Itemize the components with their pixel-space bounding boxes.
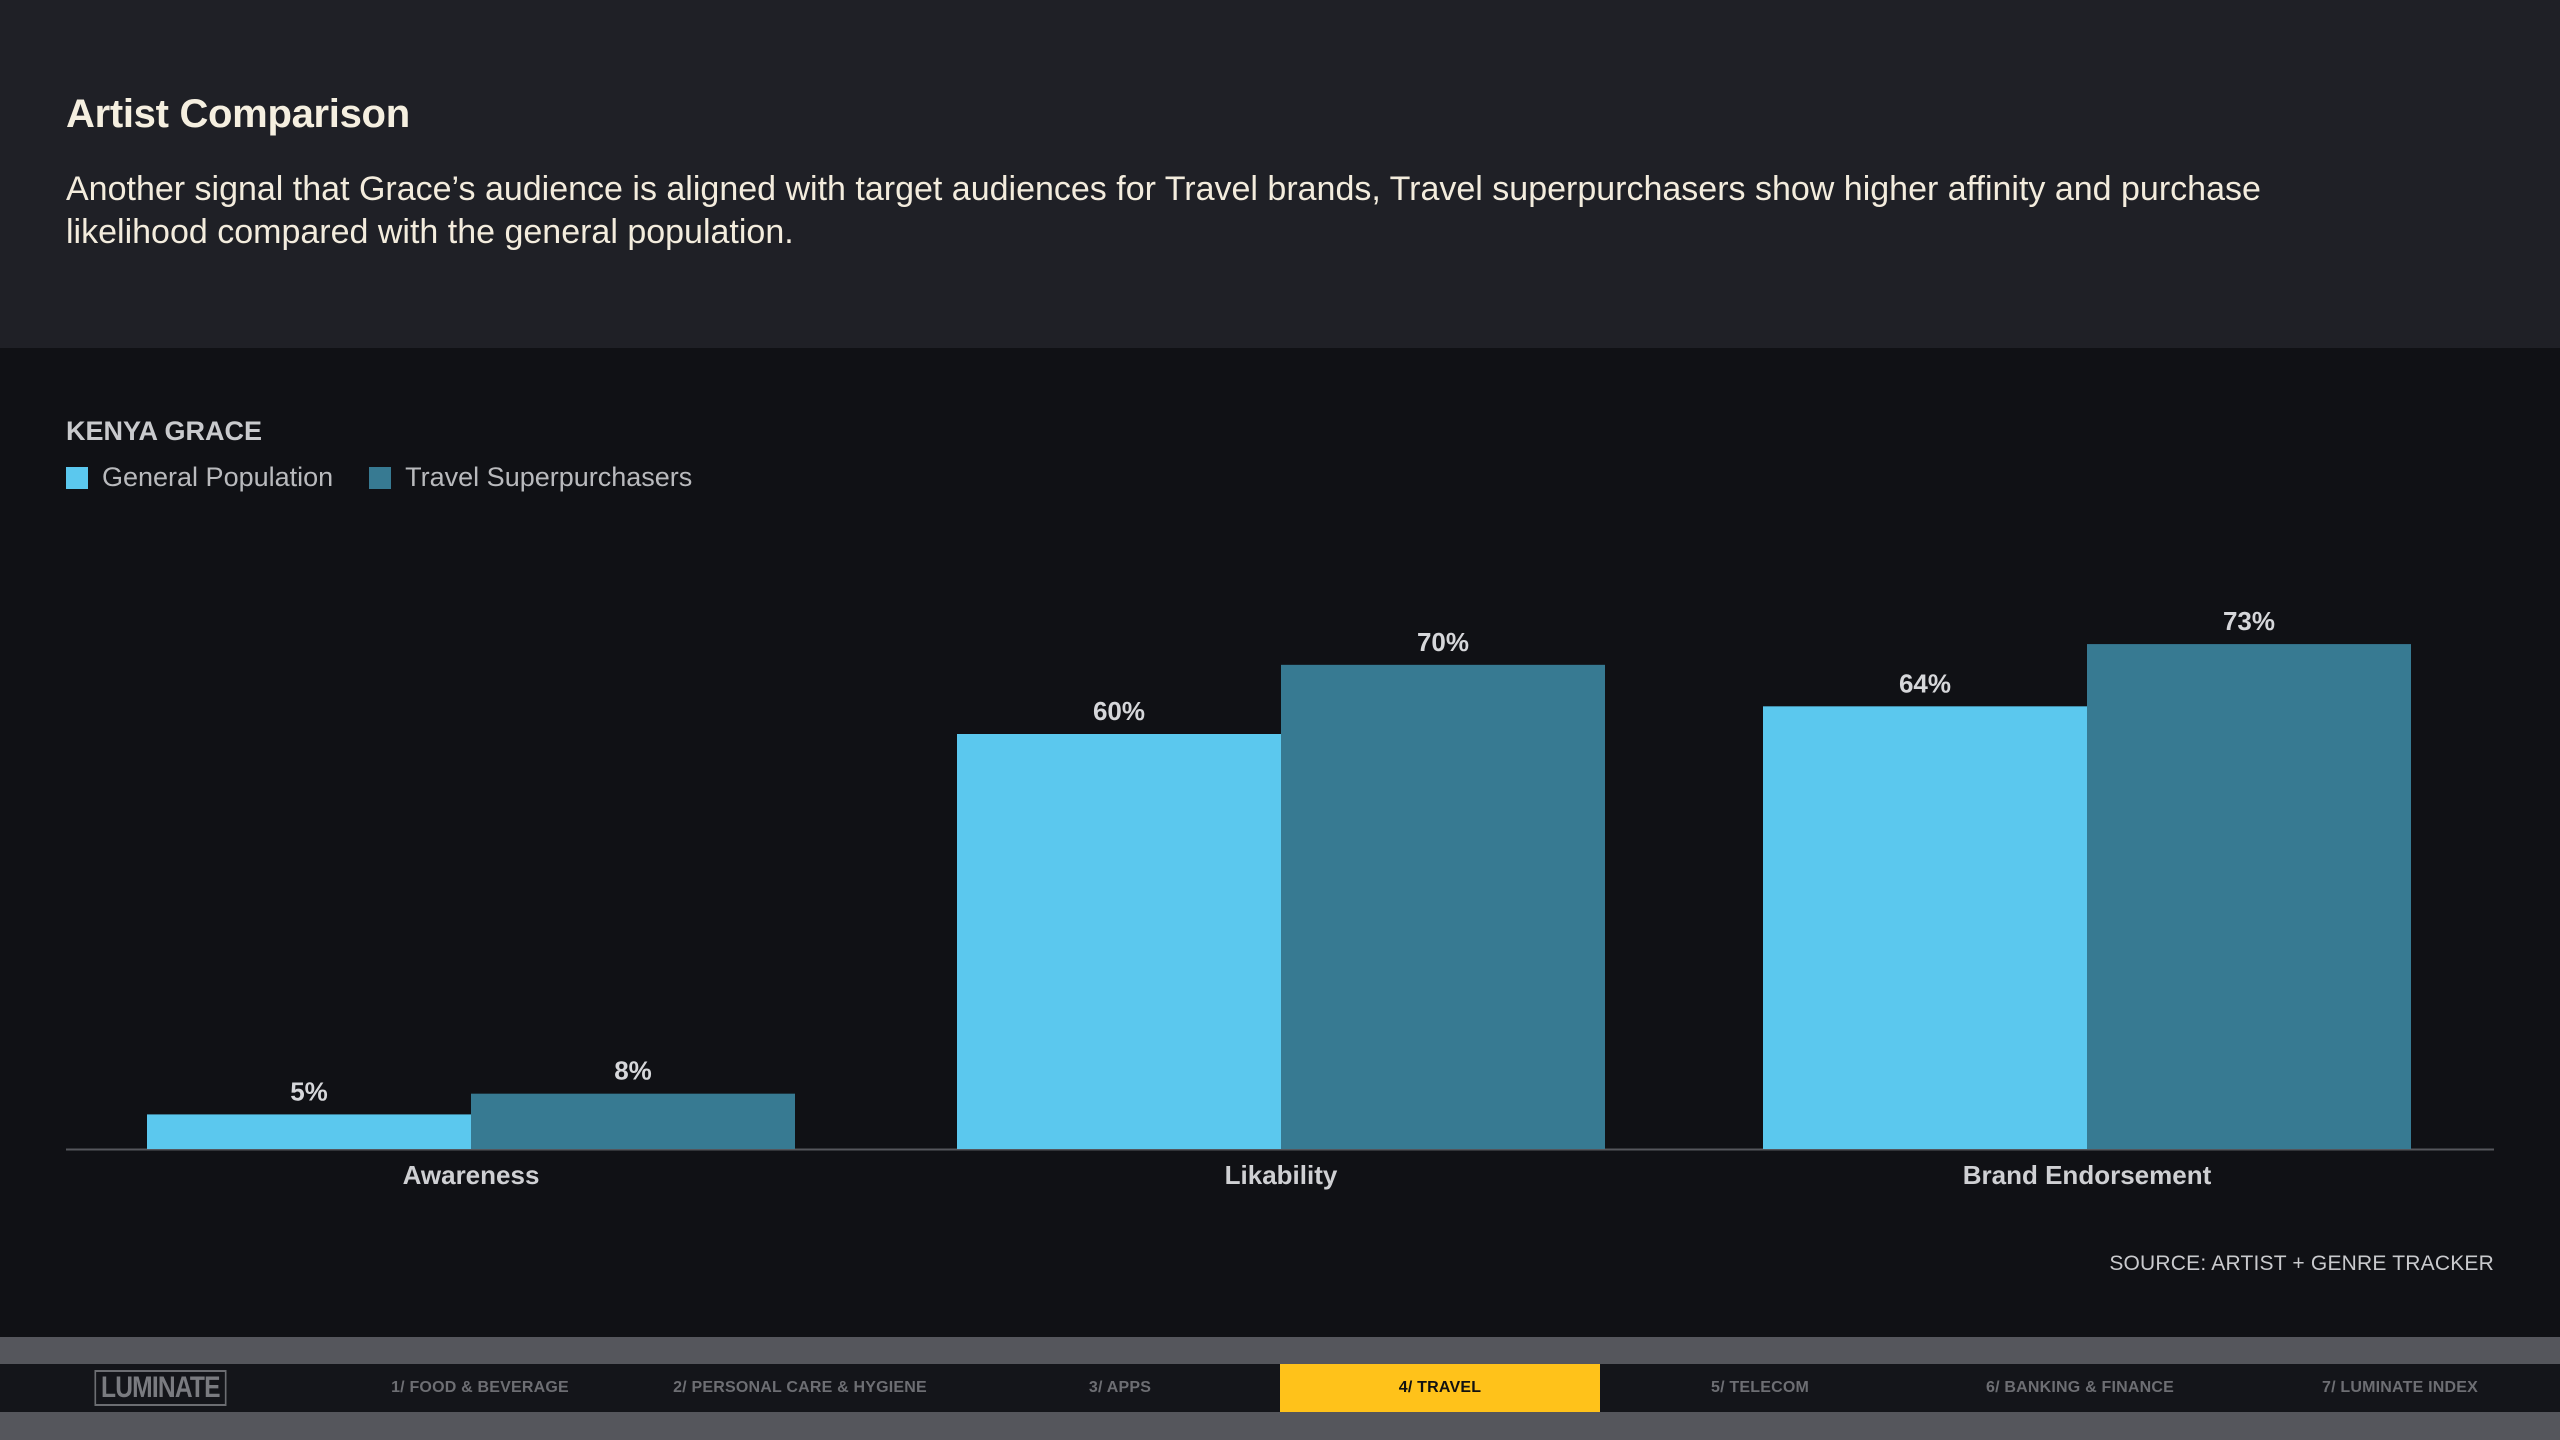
nav-tab-1[interactable]: 1/ FOOD & BEVERAGE [391, 1379, 569, 1396]
legend-label-travel-superpurchasers: Travel Superpurchasers [405, 462, 693, 492]
nav-tab-6[interactable]: 6/ BANKING & FINANCE [1985, 1379, 2174, 1396]
nav-tab-7[interactable]: 7/ LUMINATE INDEX [2321, 1379, 2478, 1396]
bar-likability-series-1 [957, 734, 1281, 1149]
data-label-brand-endorsement-series-1: 64% [1899, 668, 1951, 698]
header-panel: Artist Comparison Another signal that Gr… [0, 0, 2560, 348]
chart-title: KENYA GRACE [66, 416, 263, 446]
data-label-brand-endorsement-series-2: 73% [2223, 606, 2275, 636]
chart-legend: General Population Travel Superpurchaser… [66, 462, 728, 493]
nav-tab-2[interactable]: 2/ PERSONAL CARE & HYGIENE [673, 1379, 927, 1396]
legend-label-general-population: General Population [102, 462, 334, 492]
nav-tab-4[interactable]: 4/ TRAVEL [1280, 1364, 1600, 1412]
logo-wordmark: LUMINATE [94, 1370, 226, 1406]
nav-tab-5[interactable]: 5/ TELECOM [1710, 1379, 1809, 1396]
bar-chart: 5% 8% Awareness 60% 70% Likability 64% 73% Brand… [66, 606, 2494, 1190]
legend-swatch-travel-superpurchasers [369, 466, 392, 489]
luminate-logo[interactable]: LUMINATE [0, 1364, 320, 1412]
x-tick-label-awareness: Awareness [403, 1160, 540, 1190]
bar-awareness-series-1 [147, 1114, 471, 1149]
data-label-likability-series-1: 60% [1093, 696, 1145, 726]
bar-brand-endorsement-series-1 [1763, 706, 2087, 1149]
data-label-likability-series-2: 70% [1417, 627, 1469, 657]
bar-likability-series-2 [1281, 664, 1605, 1149]
x-tick-label-likability: Likability [1225, 1160, 1338, 1190]
legend-swatch-general-population [66, 466, 88, 489]
bar-brand-endorsement-series-2 [2087, 644, 2411, 1149]
source-note: SOURCE: ARTIST + GENRE TRACKER [2109, 1252, 2494, 1275]
x-tick-label-brand-endorsement: Brand Endorsement [1963, 1160, 2212, 1190]
data-label-awareness-series-2: 8% [614, 1056, 652, 1086]
page-subtitle: Another signal that Grace’s audience is … [66, 170, 2261, 251]
nav-tab-3[interactable]: 3/ APPS [1088, 1379, 1152, 1396]
bar-awareness-series-2 [471, 1093, 795, 1149]
page-title: Artist Comparison [66, 92, 410, 136]
legend-item-general-population: General Population [66, 462, 333, 493]
data-label-awareness-series-1: 5% [290, 1076, 328, 1106]
section-nav: LUMINATE 1/ FOOD & BEVERAGE 2/ PERSONAL C… [0, 1364, 2560, 1412]
legend-item-travel-superpurchasers: Travel Superpurchasers [369, 462, 692, 493]
